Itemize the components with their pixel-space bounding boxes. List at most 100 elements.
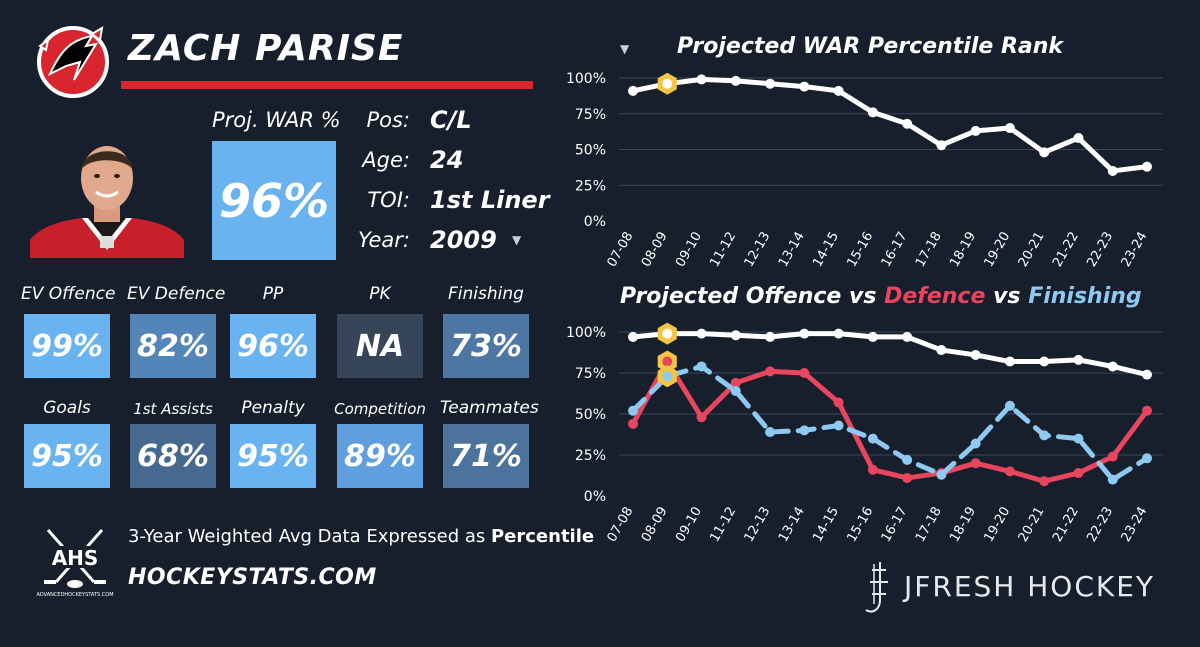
data-point xyxy=(833,85,844,96)
data-point xyxy=(1107,474,1118,485)
split-chart: 100% 75% 50% 25% 0% 07-08 08-09 09-10 11-12 12-13… xyxy=(560,314,1180,550)
svg-text:AHS: AHS xyxy=(52,546,99,570)
data-point xyxy=(833,328,844,339)
y-tick-label: 25% xyxy=(575,178,606,194)
year-label: Year: xyxy=(357,228,410,252)
player-headshot xyxy=(30,140,184,258)
metric-label-goals: Goals xyxy=(43,398,91,418)
data-point xyxy=(628,331,638,342)
y-tick-label: 50% xyxy=(575,143,606,159)
x-tick-label: 15-16 xyxy=(844,230,876,270)
footer-caption-prefix: 3-Year Weighted Avg Data Expressed as xyxy=(128,526,486,547)
age-label: Age: xyxy=(362,148,410,172)
x-tick-label: 14-15 xyxy=(810,230,842,270)
footer-caption-bold: Percentile xyxy=(490,526,595,547)
y-tick-label: 75% xyxy=(575,366,606,382)
x-tick-label: 13-14 xyxy=(776,229,808,269)
x-tick-label: 18-19 xyxy=(947,505,979,545)
data-point xyxy=(1004,400,1015,411)
data-point xyxy=(1073,468,1084,479)
data-point xyxy=(1107,361,1118,372)
data-point xyxy=(1073,133,1084,144)
y-tick-label: 0% xyxy=(584,214,606,230)
war-chart-title: Projected WAR Percentile Rank xyxy=(676,34,1064,59)
toi-value: 1st Liner xyxy=(430,186,550,214)
data-point xyxy=(730,330,741,341)
data-point xyxy=(1039,356,1050,367)
split-chart-title: Projected Offence vs Defence vs Finishin… xyxy=(620,284,1142,309)
metric-label-ev-defence: EV Defence xyxy=(127,284,226,304)
data-point xyxy=(1107,451,1118,462)
data-point xyxy=(970,349,981,360)
x-tick-label: 21-22 xyxy=(1050,230,1082,270)
data-point xyxy=(936,345,947,356)
x-tick-label: 09-10 xyxy=(673,505,705,545)
split-title-defence: Defence xyxy=(884,284,986,309)
x-tick-label: 23-24 xyxy=(1119,505,1151,545)
metric-label-1st-assists: 1st Assists xyxy=(133,400,213,418)
metric-value-penalty: 95% xyxy=(230,424,316,488)
highlight-point xyxy=(662,328,673,339)
series-line-0 xyxy=(630,76,1150,174)
x-tick-label: 18-19 xyxy=(947,230,979,270)
data-point xyxy=(867,433,878,444)
data-point xyxy=(902,118,913,129)
data-point xyxy=(799,425,810,436)
data-point xyxy=(1039,147,1050,158)
jfresh-logo-icon xyxy=(862,560,892,618)
data-point xyxy=(867,331,878,342)
x-tick-label: 22-23 xyxy=(1084,505,1116,545)
x-tick-label: 08-09 xyxy=(639,230,671,270)
metric-value-teammates: 71% xyxy=(443,424,529,488)
data-point xyxy=(765,427,776,438)
data-point xyxy=(628,418,638,429)
y-tick-label: 100% xyxy=(566,71,606,87)
chevron-down-icon[interactable]: ▼ xyxy=(620,42,630,56)
metric-value-competition: 89% xyxy=(337,424,423,488)
x-tick-label: 19-20 xyxy=(982,230,1014,270)
data-point xyxy=(1107,165,1118,176)
pos-label: Pos: xyxy=(366,108,410,132)
proj-war-label: Proj. WAR % xyxy=(212,108,341,132)
chevron-down-icon[interactable]: ▼ xyxy=(512,233,522,247)
brand-name: JFRESH HOCKEY xyxy=(904,570,1156,603)
data-point xyxy=(765,331,776,342)
x-tick-label: 20-21 xyxy=(1016,505,1048,545)
data-point xyxy=(1142,369,1152,380)
metric-label-ev-offence: EV Offence xyxy=(21,284,116,304)
data-point xyxy=(867,464,878,475)
split-title-vs: vs xyxy=(993,284,1021,309)
metric-label-finishing: Finishing xyxy=(448,284,524,304)
metric-value-finishing: 73% xyxy=(443,314,529,378)
x-tick-label: 11-12 xyxy=(707,505,739,545)
footer-site-link[interactable]: HOCKEYSTATS.COM xyxy=(128,565,377,590)
metric-value-pp: 96% xyxy=(230,314,316,378)
metric-value-ev-defence: 82% xyxy=(130,314,216,378)
proj-war-value: 96% xyxy=(212,141,336,260)
y-tick-label: 25% xyxy=(575,448,606,464)
data-point xyxy=(799,328,810,339)
x-tick-label: 16-17 xyxy=(879,505,911,545)
data-point xyxy=(696,328,707,339)
data-point xyxy=(1004,123,1015,134)
x-tick-label: 16-17 xyxy=(879,230,911,270)
series-line-defence xyxy=(630,359,1150,484)
y-tick-label: 75% xyxy=(575,107,606,123)
x-tick-label: 11-12 xyxy=(707,230,739,270)
data-point xyxy=(765,78,776,89)
metric-label-penalty: Penalty xyxy=(241,398,305,418)
series-line-finishing xyxy=(630,363,1150,483)
data-point xyxy=(1142,453,1152,464)
metric-label-competition: Competition xyxy=(334,400,426,418)
footer-caption: 3-Year Weighted Avg Data Expressed as Pe… xyxy=(128,526,594,547)
data-point xyxy=(1004,466,1015,477)
year-select[interactable]: 2009 xyxy=(430,226,497,254)
x-tick-label: 14-15 xyxy=(810,505,842,545)
data-point xyxy=(902,454,913,465)
split-title-offence: Projected Offence vs xyxy=(620,284,877,309)
toi-label: TOI: xyxy=(367,188,410,212)
metric-label-teammates: Teammates xyxy=(440,398,539,418)
metric-value-pk: NA xyxy=(337,314,423,378)
data-point xyxy=(970,125,981,136)
y-tick-label: 0% xyxy=(584,489,606,505)
